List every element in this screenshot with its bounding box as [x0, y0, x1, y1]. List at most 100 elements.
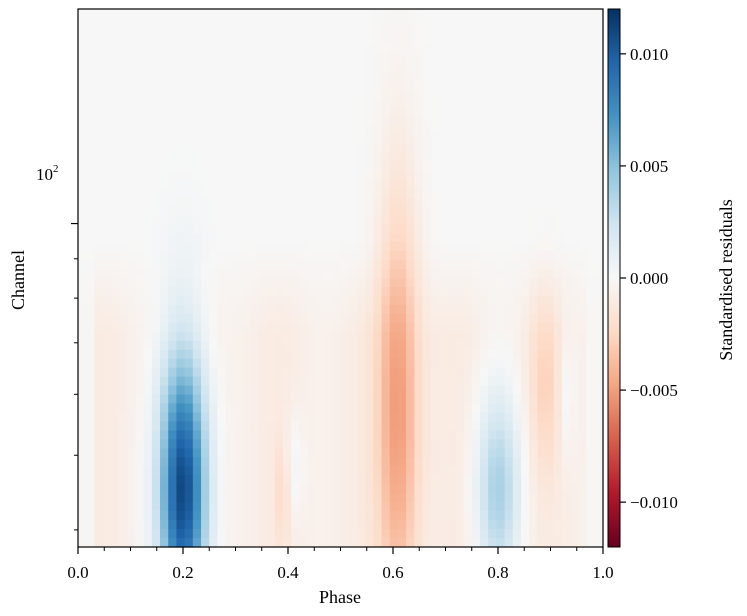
heatmap-cell: [274, 349, 284, 360]
heatmap-cell: [479, 358, 489, 369]
heatmap-cell: [168, 206, 178, 216]
heatmap-cell: [258, 286, 268, 297]
heatmap-cell: [373, 412, 383, 423]
heatmap-cell: [414, 107, 424, 118]
heatmap-cell: [438, 412, 448, 423]
heatmap-cell: [373, 107, 383, 118]
heatmap-cell: [570, 349, 579, 360]
heatmap-cell: [512, 340, 522, 351]
heatmap-cell: [110, 260, 120, 270]
heatmap-cell: [242, 421, 251, 432]
heatmap-cell: [78, 53, 87, 64]
heatmap-cell: [455, 152, 465, 163]
heatmap-cell: [471, 278, 481, 288]
heatmap-cell: [504, 448, 514, 458]
heatmap-cell: [586, 286, 596, 297]
heatmap-cell: [324, 286, 333, 297]
heatmap-cell: [250, 80, 260, 91]
heatmap-cell: [356, 475, 366, 485]
heatmap-cell: [463, 484, 473, 494]
heatmap-cell: [151, 529, 161, 539]
heatmap-cell: [537, 89, 547, 100]
heatmap-cell: [225, 35, 235, 46]
heatmap-cell: [102, 376, 112, 387]
heatmap-cell: [119, 71, 128, 82]
heatmap-cell: [471, 385, 481, 396]
heatmap-cell: [274, 278, 284, 288]
heatmap-cell: [422, 322, 432, 333]
heatmap-cell: [512, 403, 522, 414]
heatmap-cell: [422, 188, 432, 198]
heatmap-cell: [488, 134, 497, 145]
heatmap-cell: [78, 251, 87, 261]
heatmap-cell: [250, 439, 260, 449]
heatmap-cell: [274, 197, 284, 207]
heatmap-cell: [520, 493, 530, 503]
heatmap-cell: [586, 35, 596, 46]
heatmap-cell: [201, 439, 210, 449]
heatmap-cell: [455, 520, 465, 530]
heatmap-cell: [381, 107, 391, 118]
heatmap-cell: [545, 457, 555, 467]
heatmap-cell: [217, 152, 227, 163]
heatmap-cell: [488, 143, 497, 154]
heatmap-cell: [578, 9, 588, 19]
heatmap-cell: [586, 251, 596, 261]
heatmap-cell: [266, 125, 276, 136]
heatmap-cell: [119, 439, 128, 449]
heatmap-cell: [504, 53, 514, 64]
heatmap-cell: [537, 233, 547, 243]
heatmap-cell: [283, 493, 292, 503]
heatmap-cell: [250, 125, 260, 136]
heatmap-cell: [332, 295, 342, 306]
heatmap-cell: [561, 188, 571, 198]
heatmap-cell: [176, 44, 186, 55]
heatmap-cell: [512, 313, 522, 324]
heatmap-cell: [340, 457, 350, 467]
heatmap-cell: [520, 224, 530, 234]
heatmap-cell: [520, 143, 530, 154]
heatmap-cell: [332, 466, 342, 476]
heatmap-cell: [545, 448, 555, 458]
heatmap-cell: [594, 224, 604, 234]
heatmap-cell: [356, 385, 366, 396]
heatmap-cell: [586, 412, 596, 423]
heatmap-cell: [520, 80, 530, 91]
heatmap-cell: [488, 313, 497, 324]
heatmap-cell: [143, 161, 153, 171]
heatmap-cell: [209, 224, 219, 234]
heatmap-cell: [455, 26, 465, 37]
heatmap-cell: [471, 457, 481, 467]
heatmap-cell: [348, 17, 358, 28]
heatmap-cell: [233, 349, 243, 360]
heatmap-cell: [160, 376, 169, 387]
heatmap-cell: [143, 206, 153, 216]
heatmap-cell: [233, 179, 243, 189]
heatmap-cell: [324, 385, 333, 396]
heatmap-cell: [397, 125, 407, 136]
heatmap-cell: [381, 520, 391, 530]
heatmap-cell: [430, 502, 440, 512]
heatmap-cell: [135, 331, 145, 342]
heatmap-cell: [389, 35, 399, 46]
heatmap-cell: [340, 412, 350, 423]
heatmap-cell: [537, 529, 547, 539]
heatmap-cell: [274, 304, 284, 315]
heatmap-cell: [529, 376, 538, 387]
heatmap-cell: [553, 161, 563, 171]
heatmap-cell: [422, 448, 432, 458]
heatmap-cell: [192, 224, 202, 234]
heatmap-cell: [561, 278, 571, 288]
heatmap-cell: [365, 260, 374, 270]
heatmap-cell: [496, 188, 506, 198]
heatmap-cell: [512, 116, 522, 127]
heatmap-cell: [471, 62, 481, 73]
heatmap-cell: [381, 529, 391, 539]
heatmap-cell: [529, 71, 538, 82]
heatmap-cell: [86, 242, 95, 252]
heatmap-cell: [447, 484, 456, 494]
heatmap-cell: [225, 206, 235, 216]
heatmap-cell: [512, 430, 522, 440]
heatmap-cell: [119, 26, 128, 37]
heatmap-cell: [151, 331, 161, 342]
